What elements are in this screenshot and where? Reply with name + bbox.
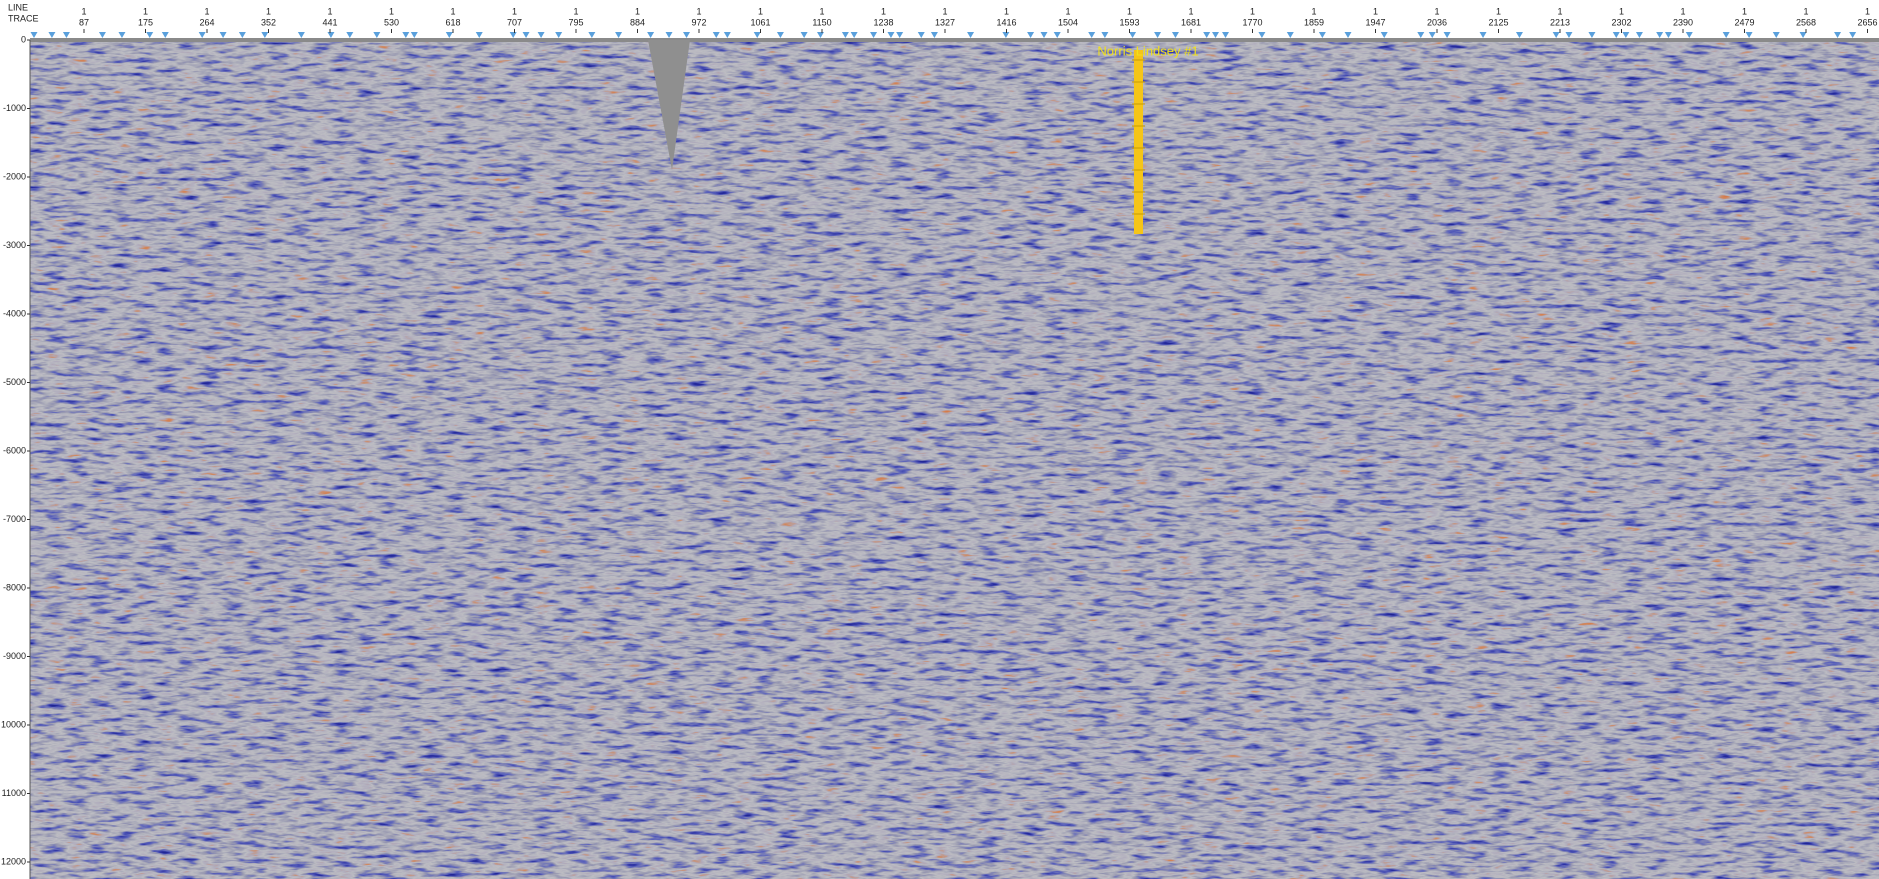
trace-number: 1504 (1058, 17, 1078, 27)
trace-number: 972 (691, 17, 706, 27)
line-number: 1 (1803, 6, 1808, 16)
trace-number: 1150 (812, 17, 831, 27)
page: {"header": {"row_labels": ["LINE", "TRAC… (0, 0, 1879, 879)
line-number: 1 (1127, 6, 1132, 16)
trace-number: 884 (630, 17, 645, 27)
trace-number: 2656 (1857, 17, 1877, 27)
line-number: 1 (1680, 6, 1685, 16)
trace-number: 530 (384, 17, 399, 27)
trace-number: 707 (507, 17, 522, 27)
line-number: 1 (1865, 6, 1870, 16)
trace-number: 795 (568, 17, 583, 27)
line-number: 1 (1004, 6, 1009, 16)
trace-number: 87 (79, 17, 89, 27)
line-number: 1 (143, 6, 148, 16)
line-number: 1 (389, 6, 394, 16)
depth-tick-label: 0 (21, 34, 26, 44)
trace-number: 2302 (1611, 17, 1631, 27)
line-number: 1 (327, 6, 332, 16)
trace-number: 352 (261, 17, 276, 27)
trace-number: 175 (138, 17, 153, 27)
trace-number: 1416 (996, 17, 1016, 27)
trace-number: 1947 (1365, 17, 1385, 27)
line-number: 1 (1188, 6, 1193, 16)
depth-tick-label: -2000 (3, 171, 26, 181)
line-number: 1 (819, 6, 824, 16)
trace-number: 2213 (1550, 17, 1570, 27)
depth-tick-label: -3000 (3, 240, 26, 250)
depth-tick-label: 12000 (1, 856, 26, 866)
line-number: 1 (204, 6, 209, 16)
trace-number: 264 (199, 17, 214, 27)
depth-tick-label: -9000 (3, 651, 26, 661)
trace-number: 1327 (935, 17, 955, 27)
trace-number: 2568 (1796, 17, 1816, 27)
line-number: 1 (1742, 6, 1747, 16)
depth-tick-label: 10000 (1, 719, 26, 729)
depth-tick-label: -8000 (3, 582, 26, 592)
trace-number: 1770 (1242, 17, 1262, 27)
well-path (1134, 50, 1143, 234)
line-number: 1 (1311, 6, 1316, 16)
line-number: 1 (1434, 6, 1439, 16)
trace-number: 2125 (1488, 17, 1508, 27)
line-number: 1 (81, 6, 86, 16)
line-number: 1 (1250, 6, 1255, 16)
line-number: 1 (1065, 6, 1070, 16)
row-label: TRACE (8, 13, 39, 23)
trace-number: 1238 (873, 17, 893, 27)
line-number: 1 (942, 6, 947, 16)
row-label: LINE (8, 2, 28, 12)
trace-number: 1859 (1304, 17, 1324, 27)
line-number: 1 (266, 6, 271, 16)
line-number: 1 (696, 6, 701, 16)
top-strip (30, 38, 1879, 42)
depth-tick-label: 11000 (2, 788, 26, 798)
line-number: 1 (512, 6, 517, 16)
trace-number: 1593 (1119, 17, 1139, 27)
line-number: 1 (1557, 6, 1562, 16)
line-number: 1 (1373, 6, 1378, 16)
trace-number: 1061 (750, 17, 770, 27)
line-number: 1 (758, 6, 763, 16)
line-number: 1 (881, 6, 886, 16)
seismic-image (30, 40, 1879, 879)
trace-number: 441 (322, 17, 337, 27)
trace-number: 2036 (1427, 17, 1447, 27)
depth-tick-label: -7000 (3, 514, 26, 524)
line-number: 1 (635, 6, 640, 16)
line-number: 1 (1619, 6, 1624, 16)
depth-tick-label: -6000 (3, 445, 26, 455)
seismic-viewer: Norris Lindsey #1 LINE TRACE 18711751264… (0, 0, 1879, 879)
well-label: Norris Lindsey #1 (1097, 43, 1198, 58)
depth-tick-label: -5000 (3, 377, 26, 387)
line-number: 1 (573, 6, 578, 16)
trace-number: 618 (445, 17, 460, 27)
depth-tick-label: -1000 (3, 103, 26, 113)
trace-number: 2479 (1734, 17, 1754, 27)
trace-number: 1681 (1181, 17, 1201, 27)
trace-number: 2390 (1673, 17, 1693, 27)
line-number: 1 (1496, 6, 1501, 16)
line-number: 1 (450, 6, 455, 16)
depth-tick-label: -4000 (3, 308, 26, 318)
